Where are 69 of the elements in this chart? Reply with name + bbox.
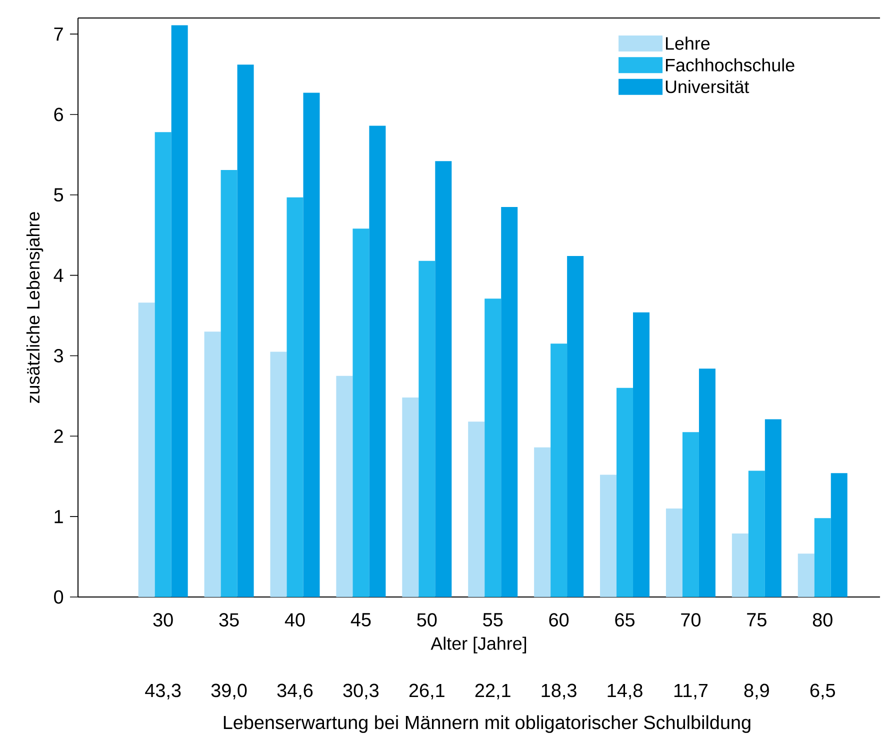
bar [303, 92, 320, 597]
bar [732, 533, 748, 597]
text: 18,3 [542, 684, 576, 700]
bar [764, 419, 782, 597]
bar [204, 332, 221, 597]
bar [633, 312, 650, 597]
text: 6,5 [810, 684, 835, 700]
x-tick-label: 35 [219, 613, 239, 627]
bar [550, 344, 568, 597]
x-tick-label: 55 [483, 613, 503, 626]
text: 30,3 [343, 684, 379, 700]
y-axis-title: zusätzliche Lebensjahre [26, 212, 44, 403]
bar [138, 302, 155, 597]
text: 39,0 [211, 684, 247, 700]
text: 34,6 [277, 684, 313, 700]
legend-label: Fachhochschule [666, 58, 794, 72]
bar [748, 470, 765, 597]
x-tick-label: 45 [350, 613, 371, 626]
text: 8,9 [744, 684, 769, 700]
text: 43,3 [145, 684, 181, 700]
bar [336, 376, 353, 597]
text: 26,1 [409, 684, 444, 700]
text: 11,7 [674, 684, 708, 700]
bar [270, 352, 287, 597]
bar [286, 197, 304, 597]
bar [830, 473, 848, 597]
x-tick-label: 70 [681, 613, 700, 627]
bar [418, 260, 436, 597]
bar [501, 206, 518, 597]
y-tick-label: 3 [54, 349, 63, 362]
bar [468, 422, 485, 597]
bar [616, 388, 634, 597]
bar [666, 508, 682, 597]
legend-label: Universität [666, 80, 750, 94]
y-tick-label: 6 [54, 108, 63, 122]
x-tick-label: 40 [284, 613, 305, 627]
bar [798, 554, 814, 597]
bar [154, 132, 172, 597]
y-tick-label: 4 [54, 268, 64, 282]
bar [402, 398, 419, 597]
bar [814, 518, 831, 597]
x-tick-label: 60 [549, 613, 569, 627]
x-tick-label: 80 [812, 613, 832, 627]
x-tick-label: 30 [153, 613, 173, 627]
x-tick-label: 50 [417, 613, 437, 627]
bar [352, 228, 370, 597]
text: 22,1 [475, 684, 510, 700]
bar [369, 126, 386, 597]
text: 14,8 [608, 684, 642, 700]
bar [698, 368, 716, 597]
x-tick-label: 75 [747, 613, 766, 626]
bar [682, 432, 699, 597]
x-axis-title: Alter [Jahre] [430, 636, 526, 654]
bar [484, 298, 502, 597]
y-tick-label: 2 [54, 430, 63, 443]
bar [567, 256, 584, 597]
y-tick-label: 0 [54, 590, 64, 604]
bar [435, 161, 452, 597]
bar [171, 25, 188, 597]
y-tick-label: 7 [54, 28, 63, 41]
x-tick-label: 65 [615, 613, 634, 627]
y-tick-label: 5 [54, 188, 64, 202]
bar [220, 170, 238, 597]
bar [534, 447, 551, 597]
y-tick-label: 1 [54, 510, 63, 524]
legend-label: Lehre [666, 36, 710, 50]
text: Lebenserwartung bei Männern mit obligatorischer Schulbildung [224, 715, 750, 733]
bar [237, 64, 254, 597]
bar [600, 474, 617, 597]
